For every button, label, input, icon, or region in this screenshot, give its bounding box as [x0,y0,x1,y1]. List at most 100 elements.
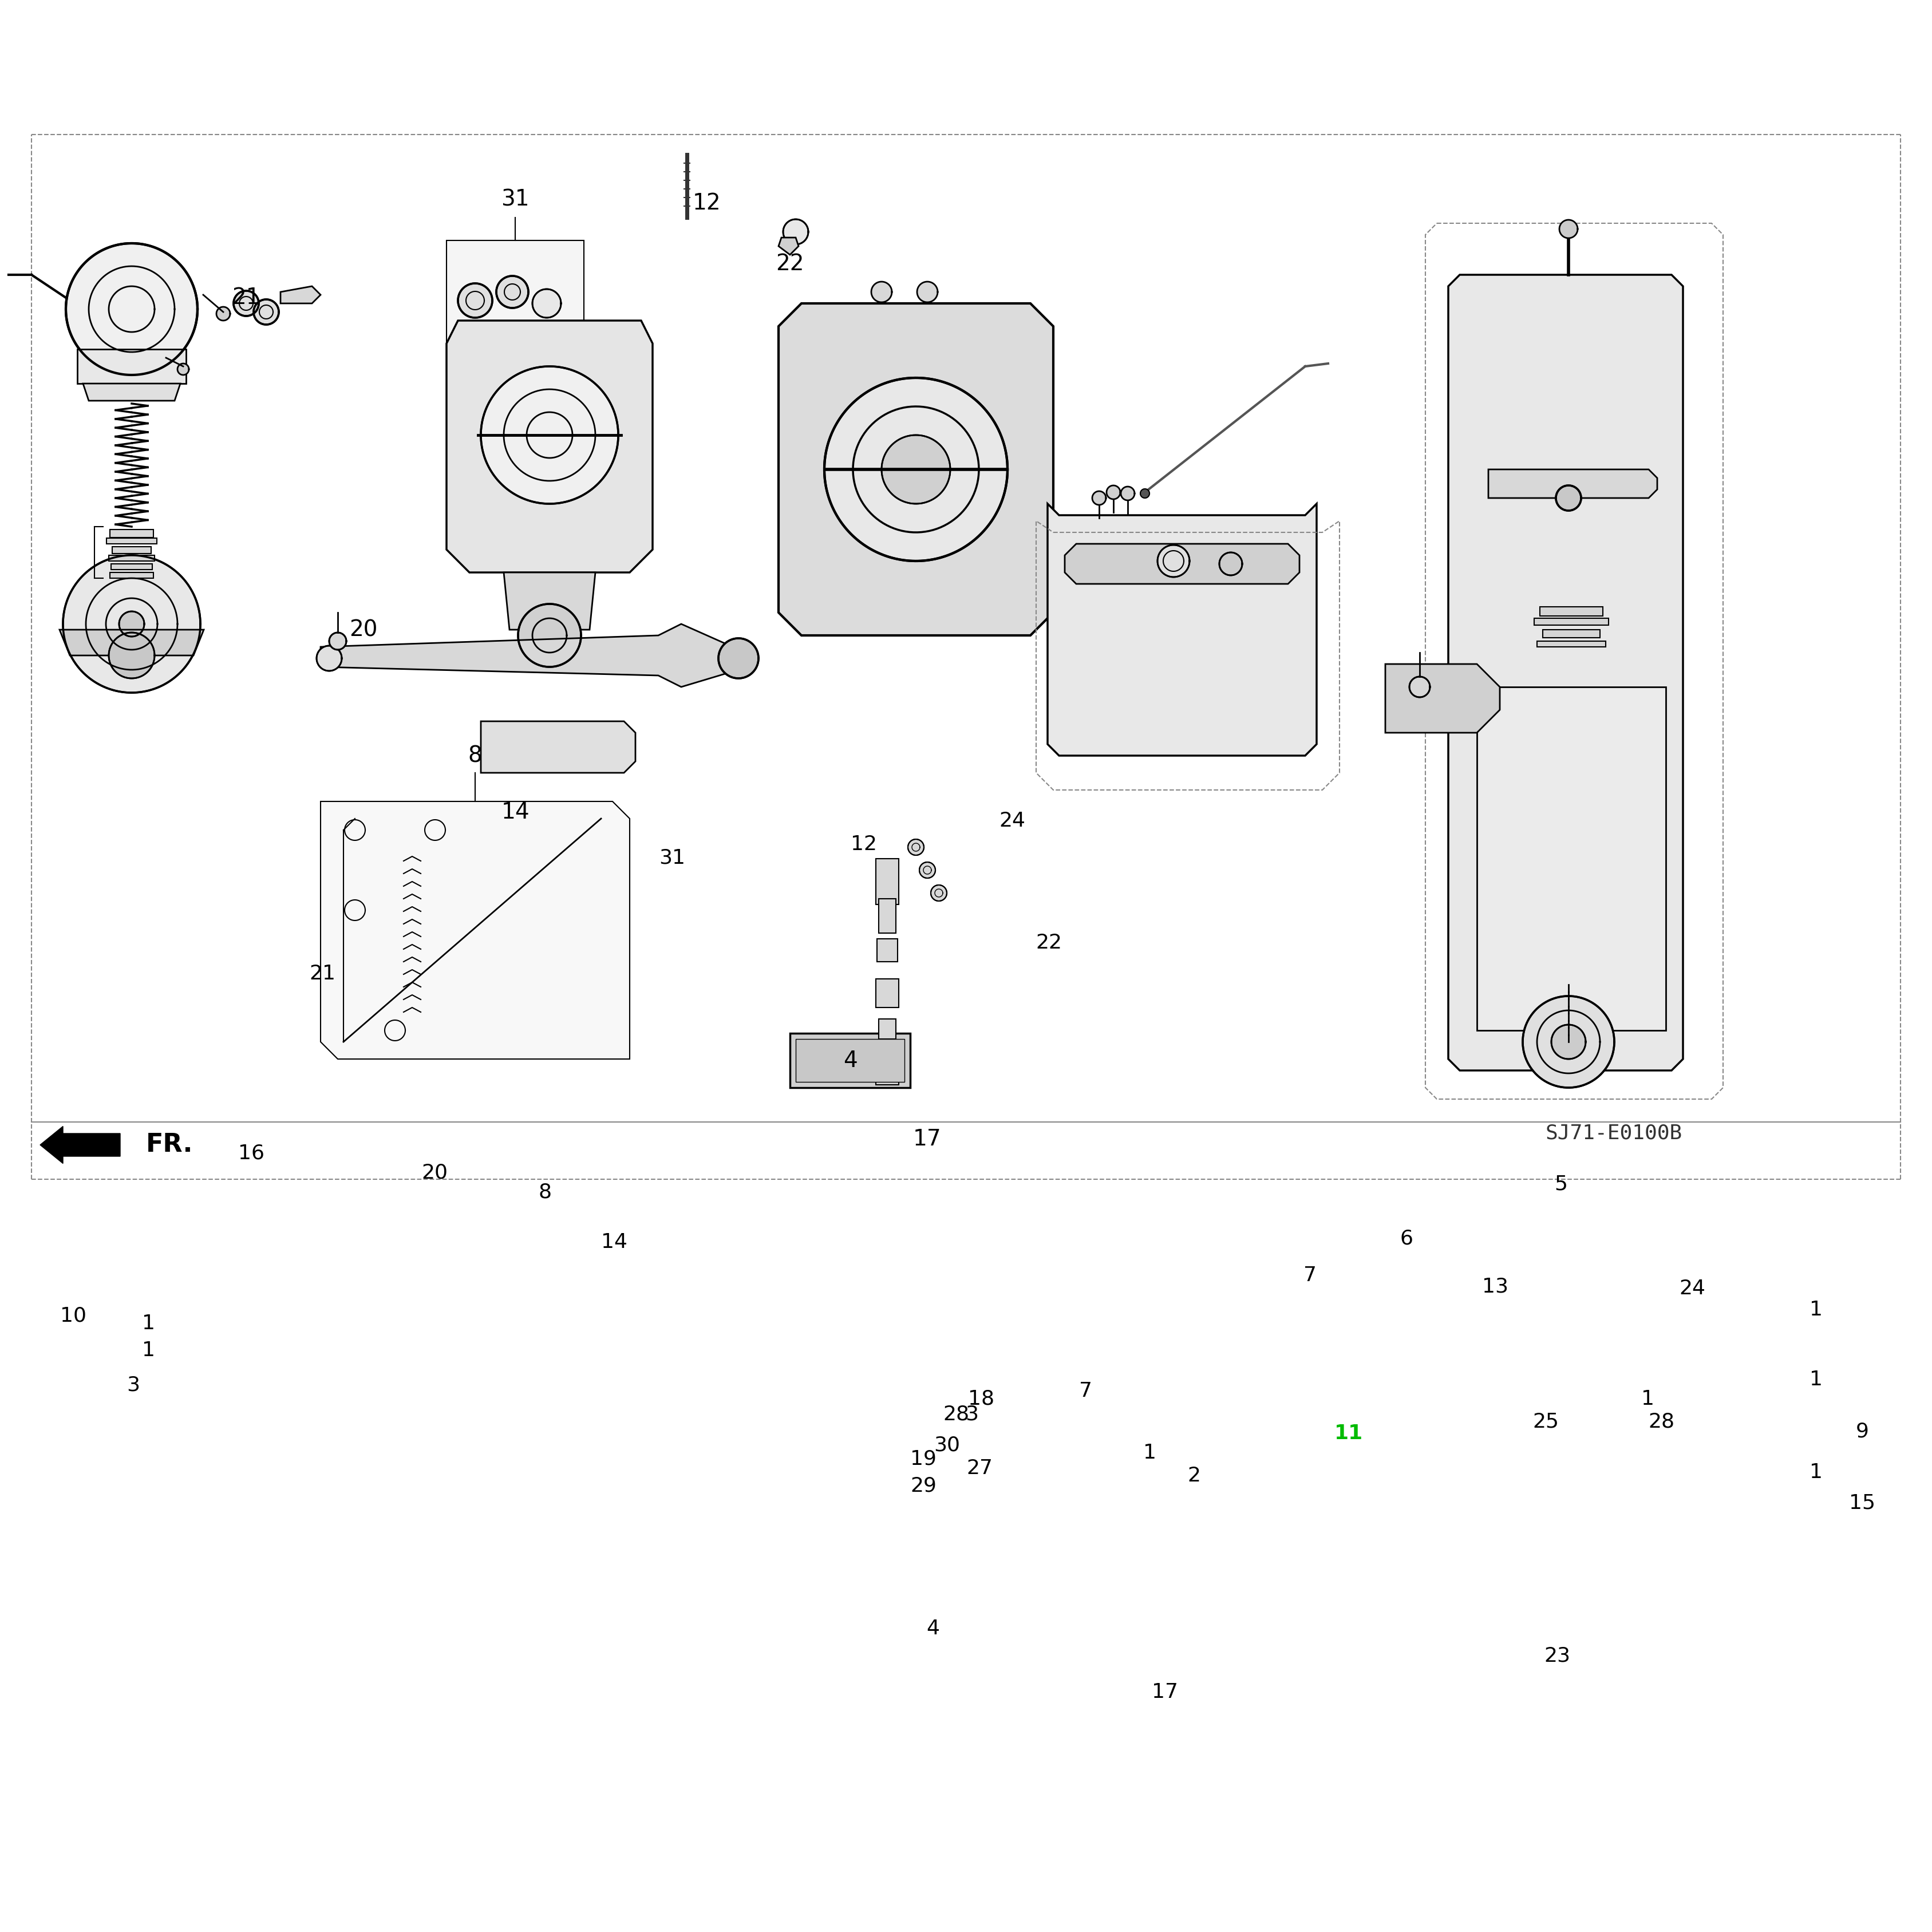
Polygon shape [908,838,923,856]
Text: 21: 21 [309,964,336,983]
Bar [790,1034,910,1088]
FancyArrow shape [41,1126,120,1163]
Text: 13: 13 [1482,1277,1509,1296]
Text: 11: 11 [1335,1424,1362,1443]
Polygon shape [1551,1024,1586,1059]
Polygon shape [66,243,197,375]
Polygon shape [825,379,1007,560]
Polygon shape [920,862,935,879]
Text: 19: 19 [910,1449,937,1468]
Polygon shape [1157,545,1190,578]
Bar [796,1039,904,1082]
Text: 28: 28 [943,1405,970,1424]
Polygon shape [779,238,798,255]
Text: 4: 4 [927,1619,939,1638]
Polygon shape [533,290,560,317]
Text: 31: 31 [500,189,529,211]
Text: 1: 1 [1810,1463,1822,1482]
Polygon shape [108,632,155,678]
Polygon shape [1121,487,1134,500]
Polygon shape [110,529,153,537]
Polygon shape [321,624,738,688]
Polygon shape [1449,274,1683,1070]
Text: 1: 1 [1810,1300,1822,1320]
Text: 3: 3 [966,1405,978,1424]
Polygon shape [1408,676,1430,697]
Polygon shape [1540,607,1604,616]
Polygon shape [77,350,185,384]
Text: 15: 15 [1849,1493,1876,1513]
Polygon shape [1140,489,1150,498]
Text: 4: 4 [842,1049,858,1072]
Polygon shape [458,284,493,317]
Text: 16: 16 [238,1144,265,1163]
Bar [1476,688,1665,1030]
Polygon shape [871,282,893,301]
Polygon shape [1065,543,1300,583]
Text: 7: 7 [1304,1265,1316,1285]
Text: 18: 18 [968,1389,995,1408]
Text: 12: 12 [694,193,721,214]
Polygon shape [106,539,156,543]
Text: 3: 3 [128,1376,139,1395]
Text: 14: 14 [601,1233,628,1252]
Polygon shape [328,632,346,649]
Polygon shape [481,721,636,773]
Polygon shape [719,638,759,678]
Polygon shape [879,898,896,933]
Polygon shape [518,605,582,667]
Polygon shape [1534,618,1609,626]
Polygon shape [782,218,808,245]
Text: 28: 28 [1648,1412,1675,1432]
Polygon shape [321,802,630,1059]
Polygon shape [877,939,898,962]
Polygon shape [497,276,527,307]
Polygon shape [1107,485,1121,498]
Polygon shape [108,554,155,560]
Text: 2: 2 [1188,1466,1200,1486]
Polygon shape [1544,630,1600,638]
Text: 1: 1 [143,1314,155,1333]
Text: 22: 22 [777,253,804,274]
Polygon shape [931,885,947,900]
Polygon shape [234,292,259,317]
Polygon shape [1092,491,1105,504]
Polygon shape [317,645,342,670]
Text: 17: 17 [914,1128,941,1150]
Text: 29: 29 [910,1476,937,1495]
Text: 24: 24 [999,811,1026,831]
Polygon shape [879,1018,896,1039]
Bar [446,240,583,373]
Polygon shape [881,435,951,504]
Text: 23: 23 [1544,1646,1571,1665]
Text: 27: 27 [966,1459,993,1478]
Polygon shape [1385,665,1499,732]
Polygon shape [1488,469,1658,498]
Polygon shape [83,384,180,400]
Polygon shape [1219,553,1242,576]
Polygon shape [1559,220,1578,238]
Text: 9: 9 [1857,1422,1868,1441]
Polygon shape [875,980,898,1007]
Text: 12: 12 [850,835,877,854]
Text: 25: 25 [1532,1412,1559,1432]
Text: 1: 1 [143,1341,155,1360]
Text: 1: 1 [1642,1389,1654,1408]
Polygon shape [178,363,189,375]
Polygon shape [504,572,595,630]
Text: 8: 8 [468,746,483,767]
Polygon shape [110,564,153,570]
Text: 20: 20 [421,1163,448,1182]
Polygon shape [64,554,201,694]
Polygon shape [216,307,230,321]
Text: 24: 24 [1679,1279,1706,1298]
Text: 20: 20 [350,618,377,641]
Polygon shape [1047,504,1316,755]
Polygon shape [446,321,653,572]
Polygon shape [779,303,1053,636]
Text: 10: 10 [60,1306,87,1325]
Polygon shape [253,299,278,325]
Text: 21: 21 [232,286,261,309]
Polygon shape [1538,641,1605,647]
Text: 17: 17 [1151,1683,1179,1702]
